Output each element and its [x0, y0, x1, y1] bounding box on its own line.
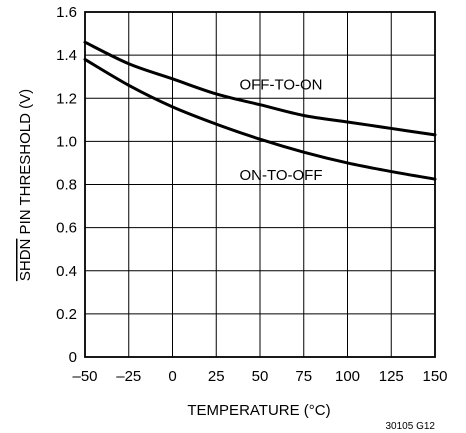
- x-tick-label: –50: [72, 368, 97, 385]
- x-tick-label: –25: [116, 368, 141, 385]
- y-tick-label: 0.4: [56, 263, 77, 280]
- y-tick-label: 0.2: [56, 306, 77, 323]
- annotations: OFF-TO-ON ON-TO-OFF: [239, 77, 322, 185]
- y-axis-title-overline: SHDN: [17, 239, 34, 282]
- y-tick-label: 0: [69, 349, 77, 366]
- y-tick-label: 0.6: [56, 220, 77, 237]
- x-tick-labels: –50 –25 0 25 50 75 100 125 150: [72, 368, 447, 385]
- y-tick-label: 1.2: [56, 90, 77, 107]
- x-tick-label: 25: [208, 368, 225, 385]
- y-tick-label: 0.8: [56, 177, 77, 194]
- grid: [85, 12, 435, 357]
- x-tick-label: 125: [379, 368, 404, 385]
- series-line-off-to-on: [83, 40, 437, 137]
- y-tick-label: 1.4: [56, 47, 77, 64]
- figure-id: 30105 G12: [386, 421, 436, 432]
- series-lines: [83, 40, 437, 181]
- y-axis-title: SHDN PIN THRESHOLD (V): [17, 89, 34, 281]
- x-tick-label: 50: [252, 368, 269, 385]
- y-tick-label: 1.6: [56, 4, 77, 21]
- x-axis-title: TEMPERATURE (°C): [187, 402, 330, 419]
- y-axis-title-rest: PIN THRESHOLD (V): [17, 89, 34, 239]
- x-tick-label: 150: [422, 368, 447, 385]
- y-tick-label: 1.0: [56, 133, 77, 150]
- annotation-on-to-off: ON-TO-OFF: [239, 167, 322, 184]
- series-line-on-to-off: [83, 57, 437, 181]
- plot-frame: [84, 11, 436, 358]
- x-tick-label: 100: [335, 368, 360, 385]
- x-tick-label: 0: [168, 368, 176, 385]
- annotation-off-to-on: OFF-TO-ON: [239, 77, 322, 94]
- x-tick-label: 75: [295, 368, 312, 385]
- y-tick-labels: 0 0.2 0.4 0.6 0.8 1.0 1.2 1.4 1.6: [56, 4, 77, 366]
